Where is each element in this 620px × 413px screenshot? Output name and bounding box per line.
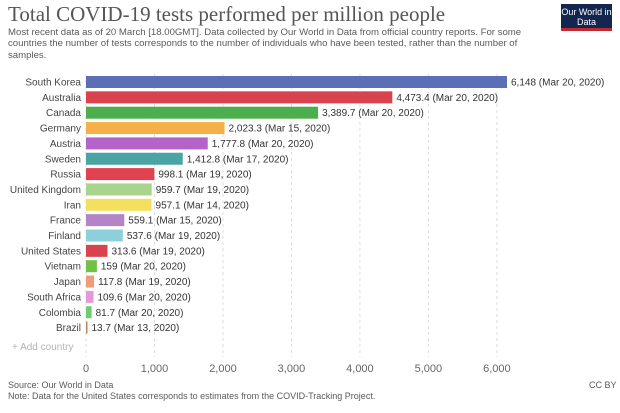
category-label[interactable]: South Korea	[25, 78, 81, 89]
bar[interactable]	[86, 152, 183, 165]
note-text: Note: Data for the United States corresp…	[8, 391, 376, 401]
bar[interactable]	[86, 306, 92, 319]
category-label[interactable]: Germany	[40, 124, 81, 135]
x-tick-label: 2,000	[209, 363, 237, 375]
value-label: 109.6 (Mar 20, 2020)	[98, 292, 191, 303]
x-tick-label: 5,000	[415, 363, 443, 375]
value-label: 2,023.3 (Mar 15, 2020)	[229, 124, 331, 135]
plus-icon: +	[12, 342, 18, 353]
value-label: 117.8 (Mar 19, 2020)	[98, 277, 191, 288]
value-label: 81.7 (Mar 20, 2020)	[96, 308, 184, 319]
value-label: 6,148 (Mar 20, 2020)	[511, 78, 604, 89]
category-label[interactable]: South Africa	[27, 292, 81, 303]
bar[interactable]	[86, 290, 94, 303]
value-label: 537.6 (Mar 19, 2020)	[127, 231, 220, 242]
category-label[interactable]: United States	[21, 246, 81, 257]
bar[interactable]	[86, 321, 88, 334]
value-label: 3,389.7 (Mar 20, 2020)	[322, 108, 424, 119]
value-label: 959.7 (Mar 19, 2020)	[156, 185, 249, 196]
category-label[interactable]: Sweden	[45, 154, 81, 165]
value-label: 1,412.8 (Mar 17, 2020)	[187, 154, 289, 165]
license-link[interactable]: CC BY	[589, 380, 617, 390]
bar[interactable]	[86, 106, 319, 119]
category-label[interactable]: Austria	[50, 139, 82, 150]
x-tick-label: 4,000	[346, 363, 374, 375]
bar[interactable]	[86, 76, 507, 88]
bars: South Korea 6,148 (Mar 20, 2020) Australia…	[10, 76, 604, 334]
category-label[interactable]: Iran	[64, 200, 81, 211]
value-label: 13.7 (Mar 13, 2020)	[92, 323, 180, 334]
chart-subtitle: Most recent data as of 20 March [18.00GM…	[8, 27, 522, 61]
bar[interactable]	[86, 91, 393, 104]
x-tick-label: 1,000	[141, 363, 169, 375]
category-label[interactable]: United Kingdom	[10, 185, 81, 196]
value-label: 159 (Mar 20, 2020)	[101, 262, 186, 273]
value-label: 1,777.8 (Mar 20, 2020)	[212, 139, 314, 150]
category-label[interactable]: Australia	[42, 93, 81, 104]
value-label: 4,473.4 (Mar 20, 2020)	[396, 93, 498, 104]
add-country-label: Add country	[20, 342, 74, 353]
owid-logo[interactable]: Our World in Data	[561, 4, 612, 31]
add-country-button[interactable]: + Add country	[12, 342, 73, 353]
category-label[interactable]: Japan	[54, 277, 81, 288]
x-tick-label: 0	[83, 363, 89, 375]
x-tick-label: 3,000	[278, 363, 306, 375]
category-label[interactable]: Finland	[48, 231, 81, 242]
value-label: 559.1 (Mar 15, 2020)	[128, 216, 221, 227]
chart-title: Total COVID-19 tests performed per milli…	[8, 2, 446, 26]
value-label: 957.1 (Mar 14, 2020)	[156, 200, 249, 211]
category-label[interactable]: Russia	[50, 170, 81, 181]
category-label[interactable]: Vietnam	[44, 262, 81, 273]
bar[interactable]	[86, 229, 123, 242]
bar[interactable]	[86, 137, 208, 150]
value-label: 998.1 (Mar 19, 2020)	[158, 170, 251, 181]
category-label[interactable]: Canada	[46, 108, 81, 119]
value-label: 313.6 (Mar 19, 2020)	[111, 246, 204, 257]
bar[interactable]	[86, 275, 95, 288]
chart-footer: Source: Our World in Data Note: Data for…	[8, 380, 375, 402]
bar[interactable]	[86, 183, 152, 196]
bar[interactable]	[86, 244, 108, 257]
bar[interactable]	[86, 122, 225, 135]
bar[interactable]	[86, 260, 97, 273]
x-axis-ticks: 0 1,000 2,000 3,000 4,000 5,000 6,000	[83, 363, 511, 375]
category-label[interactable]: Colombia	[39, 308, 82, 319]
category-label[interactable]: France	[50, 216, 82, 227]
source-text: Source: Our World in Data	[8, 380, 114, 390]
bar[interactable]	[86, 198, 152, 211]
bar[interactable]	[86, 214, 125, 227]
bar[interactable]	[86, 168, 155, 181]
category-label[interactable]: Brazil	[56, 323, 81, 334]
x-tick-label: 6,000	[483, 363, 511, 375]
